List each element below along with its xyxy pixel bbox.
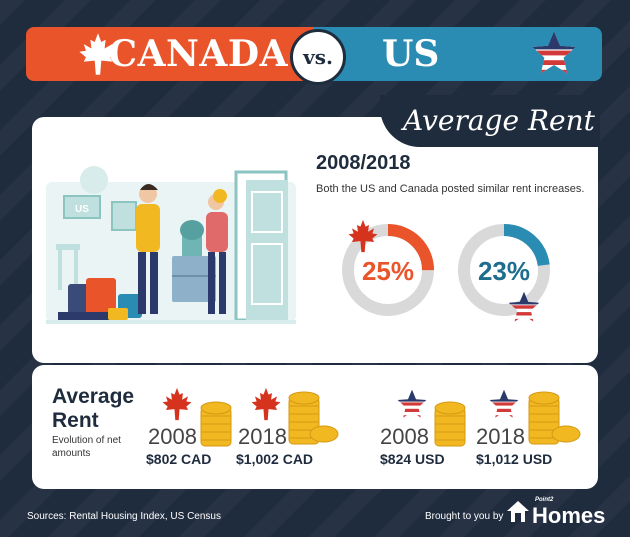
banner-us-title: US (382, 33, 440, 75)
coin-stack-icon (528, 391, 581, 445)
tenant-illustration: US (46, 166, 296, 324)
rent-amount: $1,012 USD (476, 451, 553, 467)
maple-leaf-icon (348, 219, 378, 253)
us-increase-value: 23% (477, 256, 531, 286)
banner-us: US (314, 27, 602, 81)
year-label: 2008 (148, 424, 197, 449)
brought-by-text: Brought to you by (425, 511, 504, 522)
section-tab (380, 95, 600, 147)
canada-increase-value: 25% (361, 256, 415, 286)
evolution-subtitle: Evolution of net amounts (52, 435, 121, 459)
evolution-title-line1: Average (52, 385, 135, 408)
year-label: 2018 (476, 424, 525, 449)
year-label: 2008 (380, 424, 429, 449)
summary-description: Both the US and Canada posted similar re… (316, 183, 585, 195)
canada-increase-arc (342, 224, 434, 316)
rent-amount: $824 USD (380, 451, 445, 467)
homes-logo-text: Homes (532, 503, 606, 528)
us-flag-star-icon (532, 31, 576, 74)
maple-leaf-icon (162, 387, 192, 421)
us-flag-star-icon (508, 291, 540, 322)
logo-small-text: Point2 (535, 497, 554, 503)
rent-amount: $802 CAD (146, 451, 212, 467)
canada-increase-donut (342, 224, 434, 316)
us-flag-star-icon (489, 389, 519, 418)
banner-canada: CANADA (26, 27, 314, 81)
us-increase-arc (458, 224, 550, 316)
evolution-title: Average Rent (52, 385, 134, 433)
rent-amount: $1,002 CAD (236, 451, 314, 467)
banner-canada-title: CANADA (108, 33, 288, 75)
title-banner: CANADA US (26, 27, 602, 81)
coin-stack-icon (434, 401, 466, 447)
us-flag-star-icon (397, 389, 427, 418)
evolution-title-line2: Rent (52, 409, 99, 432)
maple-leaf-icon (79, 33, 117, 75)
house-logo-icon (507, 501, 529, 522)
sources-text: Sources: Rental Housing Index, US Census (27, 511, 221, 522)
vs-badge: vs. (290, 29, 346, 85)
coin-stack-icon (200, 401, 232, 447)
year-label: 2018 (238, 424, 287, 449)
period-heading: 2008/2018 (316, 152, 411, 174)
us-increase-donut (458, 224, 550, 316)
illustration-sign-text: US (75, 204, 89, 215)
coin-stack-icon (288, 391, 339, 445)
section-label: Average Rent (403, 104, 595, 137)
maple-leaf-icon (251, 387, 281, 421)
